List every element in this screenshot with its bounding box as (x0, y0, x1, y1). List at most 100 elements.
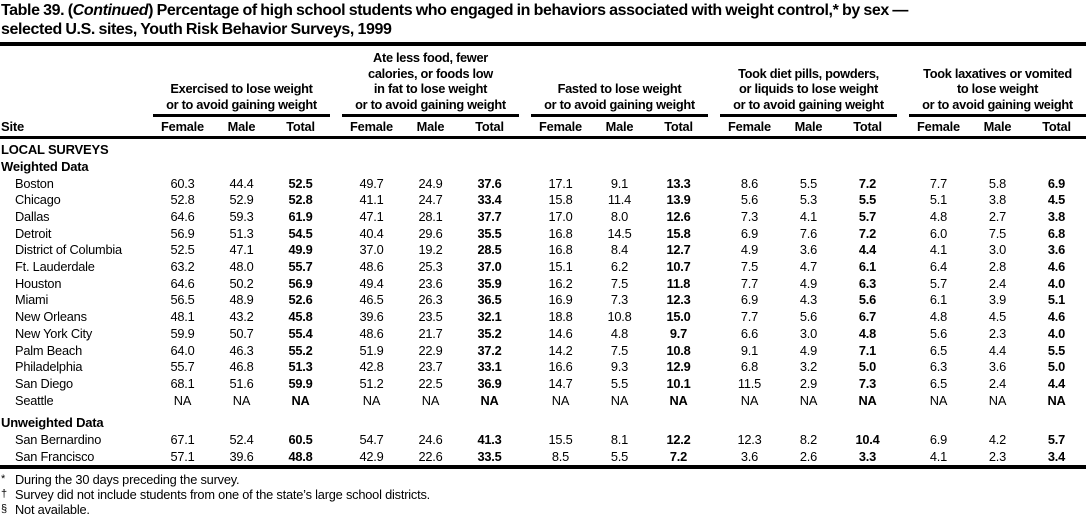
section-heading-row: Unweighted Data (0, 409, 1086, 432)
value-cell: 6.3 (858, 275, 877, 291)
value-cell: 14.2 (548, 342, 573, 358)
group-header-row: Site Exercised to lose weight or to avoi… (0, 46, 1086, 140)
value-cell: NA (421, 392, 440, 408)
footnote-symbol: * (1, 473, 6, 486)
column-spacer (897, 393, 909, 410)
value-cell: 23.7 (418, 359, 443, 375)
table-row: Chicago 52.8 52.9 52.8 41.1 24.7 33.4 15.8 11.4 1… (0, 192, 1086, 209)
value-cell: 5.7 (858, 208, 877, 224)
column-spacer (519, 343, 531, 360)
value-cell: 51.9 (359, 342, 384, 358)
value-cell: 5.6 (799, 309, 818, 325)
column-spacer (519, 209, 531, 226)
column-header-site: Site (0, 46, 153, 140)
value-cell: 5.8 (988, 175, 1007, 191)
value-cell: 22.5 (418, 375, 443, 391)
value-cell: NA (610, 392, 629, 408)
value-cell: 25.3 (418, 259, 443, 275)
footnote-text: Not available. (15, 501, 90, 517)
column-spacer (519, 46, 531, 116)
value-cell: 4.8 (610, 325, 629, 341)
column-spacer (708, 359, 720, 376)
value-cell: 6.9 (740, 225, 759, 241)
value-cell: 10.8 (607, 309, 632, 325)
value-cell: 6.5 (929, 342, 948, 358)
column-spacer (330, 292, 342, 309)
value-cell: 2.4 (988, 275, 1007, 291)
value-cell: 6.9 (740, 292, 759, 308)
value-cell: 47.1 (229, 242, 254, 258)
column-spacer (519, 226, 531, 243)
column-spacer (519, 292, 531, 309)
value-cell: 26.3 (418, 292, 443, 308)
column-spacer (708, 176, 720, 193)
value-cell: NA (858, 392, 877, 408)
footnote-text: Survey did not include students from one… (15, 487, 431, 503)
column-spacer (708, 46, 720, 116)
value-cell: 51.6 (229, 375, 254, 391)
column-spacer (897, 176, 909, 193)
value-cell: 16.2 (548, 275, 573, 291)
value-cell: 4.4 (1047, 375, 1066, 391)
data-table: Site Exercised to lose weight or to avoi… (0, 46, 1086, 465)
column-spacer (708, 343, 720, 360)
value-cell: 48.6 (359, 325, 384, 341)
value-cell: 8.6 (740, 175, 759, 191)
value-cell: 16.8 (548, 225, 573, 241)
value-cell: 6.5 (929, 375, 948, 391)
column-spacer (330, 259, 342, 276)
value-cell: 45.8 (288, 309, 313, 325)
column-spacer (897, 209, 909, 226)
value-cell: 7.7 (740, 275, 759, 291)
value-cell: 7.7 (740, 309, 759, 325)
value-cell: 5.5 (858, 192, 877, 208)
value-cell: 3.6 (988, 359, 1007, 375)
value-cell: 59.3 (229, 208, 254, 224)
column-spacer (897, 449, 909, 466)
table-row: New Orleans 48.1 43.2 45.8 39.6 23.5 32.1 18.8 1… (0, 309, 1086, 326)
site-label: Palm Beach (15, 342, 82, 358)
value-cell: 16.9 (548, 292, 573, 308)
value-cell: 7.3 (740, 208, 759, 224)
value-cell: 4.5 (988, 309, 1007, 325)
group-header-laxatives: Took laxatives or vomited to lose weight… (909, 46, 1086, 118)
value-cell: 7.3 (858, 375, 877, 391)
value-cell: 56.5 (170, 292, 195, 308)
section-heading-row: Weighted Data (0, 159, 1086, 176)
value-cell: 4.4 (858, 242, 877, 258)
value-cell: 6.0 (929, 225, 948, 241)
column-spacer (897, 343, 909, 360)
value-cell: 3.6 (799, 242, 818, 258)
column-spacer (330, 393, 342, 410)
value-cell: 48.0 (229, 259, 254, 275)
table-row: Boston 60.3 44.4 52.5 49.7 24.9 37.6 17.1 9.1 13.… (0, 176, 1086, 193)
value-cell: 5.6 (929, 325, 948, 341)
value-cell: 5.7 (1047, 432, 1066, 448)
value-cell: NA (480, 392, 499, 408)
value-cell: 50.7 (229, 325, 254, 341)
value-cell: 21.7 (418, 325, 443, 341)
group-header-exercised: Exercised to lose weight or to avoid gai… (153, 46, 330, 118)
value-cell: 57.1 (170, 448, 195, 464)
column-spacer (708, 432, 720, 449)
column-spacer (897, 226, 909, 243)
value-cell: 56.9 (288, 275, 313, 291)
footnote-symbol: § (1, 502, 7, 515)
column-header-total: Total (838, 115, 897, 140)
value-cell: 4.5 (1047, 192, 1066, 208)
value-cell: 2.9 (799, 375, 818, 391)
column-spacer (897, 259, 909, 276)
value-cell: 46.5 (359, 292, 384, 308)
column-spacer (708, 449, 720, 466)
site-label: Ft. Lauderdale (15, 259, 95, 275)
value-cell: 10.4 (855, 432, 880, 448)
value-cell: 11.4 (607, 192, 632, 208)
sub-header-row: Female Male Total Female Male Total Female Male… (0, 115, 1086, 140)
column-spacer (519, 432, 531, 449)
table-row: Palm Beach 64.0 46.3 55.2 51.9 22.9 37.2 14.2 7.… (0, 343, 1086, 360)
value-cell: 32.1 (477, 309, 502, 325)
value-cell: 54.7 (359, 432, 384, 448)
value-cell: 14.6 (548, 325, 573, 341)
column-spacer (330, 242, 342, 259)
